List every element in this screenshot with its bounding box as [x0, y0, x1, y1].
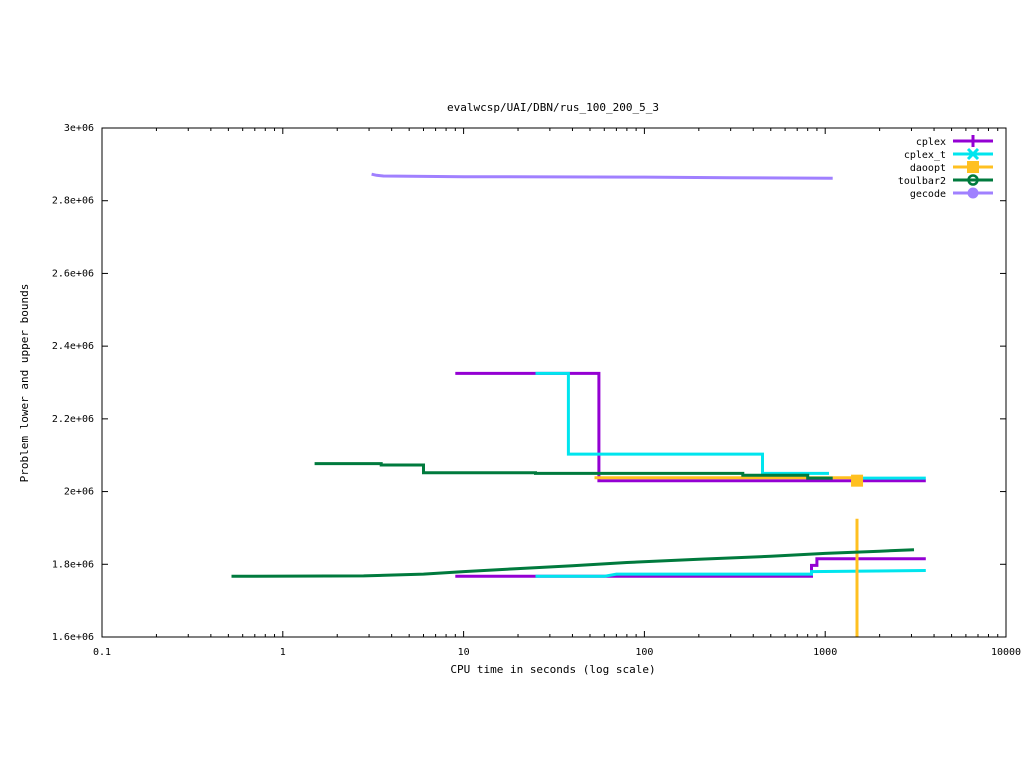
series-line-upper: [535, 371, 829, 475]
x-tick-label: 1000: [813, 647, 837, 658]
x-axis-label: CPU time in seconds (log scale): [450, 663, 655, 676]
series-cplex-t: [535, 371, 926, 578]
series-cplex: [455, 371, 926, 578]
series-line-upper: [371, 172, 833, 180]
plot-frame: [101, 127, 1007, 638]
x-tick-label: 10000: [991, 647, 1021, 658]
legend-item-cplex-t: cplex_t: [904, 147, 993, 161]
legend-label: gecode: [910, 189, 946, 200]
series-line-lower: [535, 569, 926, 578]
legend-item-gecode: gecode: [910, 187, 993, 200]
y-tick-label: 1.8e+06: [52, 559, 94, 570]
legend-label: cplex: [916, 137, 946, 148]
series-gecode: [371, 172, 833, 180]
y-tick-label: 2.6e+06: [52, 268, 94, 279]
x-tick-label: 0.1: [93, 647, 111, 658]
series-layer: [231, 172, 926, 637]
series-line-lower: [455, 557, 926, 578]
series-point: [851, 474, 864, 487]
legend-label: toulbar2: [898, 176, 946, 187]
series-toulbar2: [231, 462, 915, 578]
y-axis-label: Problem lower and upper bounds: [18, 284, 31, 483]
y-tick-label: 2e+06: [64, 487, 94, 498]
axis-ticks: 0.1 1 10 100 1000 10000 1.6e+06 1.8e+06 2e+06 2.2…: [52, 123, 1021, 658]
series-line-upper: [455, 371, 926, 483]
series-line-lower: [231, 548, 915, 578]
legend-item-cplex: cplex: [916, 135, 993, 148]
series-line-upper: [314, 462, 833, 480]
y-tick-label: 1.6e+06: [52, 632, 94, 643]
x-tick-label: 1: [280, 647, 286, 658]
legend-label: daoopt: [910, 163, 946, 174]
legend-item-toulbar2: toulbar2: [898, 174, 993, 187]
y-tick-label: 2.2e+06: [52, 414, 94, 425]
legend-marker-cross: [966, 147, 980, 161]
legend-item-daoopt: daoopt: [910, 161, 993, 174]
chart-title: evalwcsp/UAI/DBN/rus_100_200_5_3: [447, 101, 659, 114]
y-tick-label: 2.8e+06: [52, 196, 94, 207]
x-tick-label: 100: [635, 647, 653, 658]
legend-marker-circle: [967, 174, 979, 186]
legend-marker-disc: [967, 187, 979, 199]
legend-label: cplex_t: [904, 150, 946, 161]
y-tick-label: 2.4e+06: [52, 341, 94, 352]
x-tick-label: 10: [458, 647, 470, 658]
legend-marker-square: [967, 161, 979, 173]
y-tick-label: 3e+06: [64, 123, 94, 134]
series-daoopt: [594, 474, 864, 637]
